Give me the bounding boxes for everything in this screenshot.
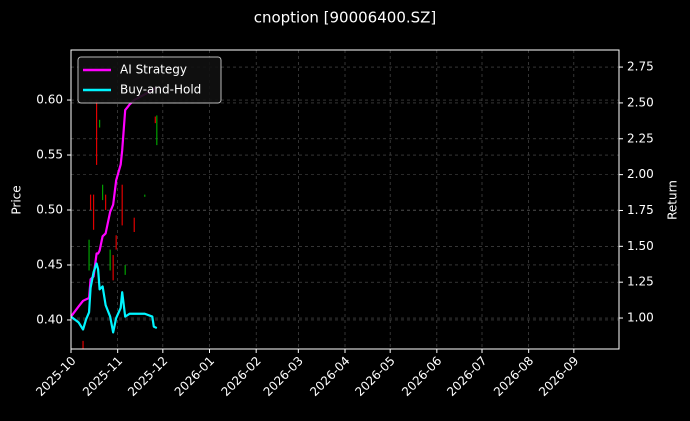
y-tick-label: 0.40: [36, 312, 63, 326]
y2-tick-label: 1.50: [627, 239, 654, 253]
x-tick-label: 2026-01: [172, 354, 217, 399]
x-tick-label: 2025-10: [33, 354, 78, 399]
x-tick-label: 2026-04: [307, 354, 352, 399]
x-tick-label: 2026-05: [352, 354, 397, 399]
y2-tick-label: 1.25: [627, 275, 654, 289]
x-tick-label: 2026-09: [536, 354, 581, 399]
y2-tick-label: 2.75: [627, 60, 654, 74]
y2-axis-label: Return: [666, 180, 680, 220]
y2-tick-label: 2.00: [627, 167, 654, 181]
chart-title: cnoption [90006400.SZ]: [254, 9, 437, 27]
x-tick-label: 2025-11: [80, 354, 125, 399]
legend-label: AI Strategy: [120, 63, 187, 77]
x-tick-label: 2026-07: [444, 354, 489, 399]
x-tick-label: 2026-03: [261, 354, 306, 399]
legend-label: Buy-and-Hold: [120, 83, 201, 97]
x-tick-label: 2026-08: [491, 354, 536, 399]
y2-tick-label: 1.00: [627, 311, 654, 325]
y-axis-label: Price: [10, 185, 24, 214]
y2-tick-label: 2.25: [627, 131, 654, 145]
x-tick-label: 2026-06: [399, 354, 444, 399]
y-tick-label: 0.45: [36, 257, 63, 271]
y2-tick-label: 1.75: [627, 203, 654, 217]
line-series: [70, 262, 158, 334]
plot-frame: [70, 49, 620, 350]
y-tick-label: 0.60: [36, 93, 63, 107]
x-tick-label: 2026-02: [218, 354, 263, 399]
y-tick-label: 0.50: [36, 203, 63, 217]
legend-box: [77, 56, 222, 104]
y2-tick-label: 2.50: [627, 95, 654, 109]
x-tick-label: 2025-12: [125, 354, 170, 399]
y-tick-label: 0.55: [36, 148, 63, 162]
